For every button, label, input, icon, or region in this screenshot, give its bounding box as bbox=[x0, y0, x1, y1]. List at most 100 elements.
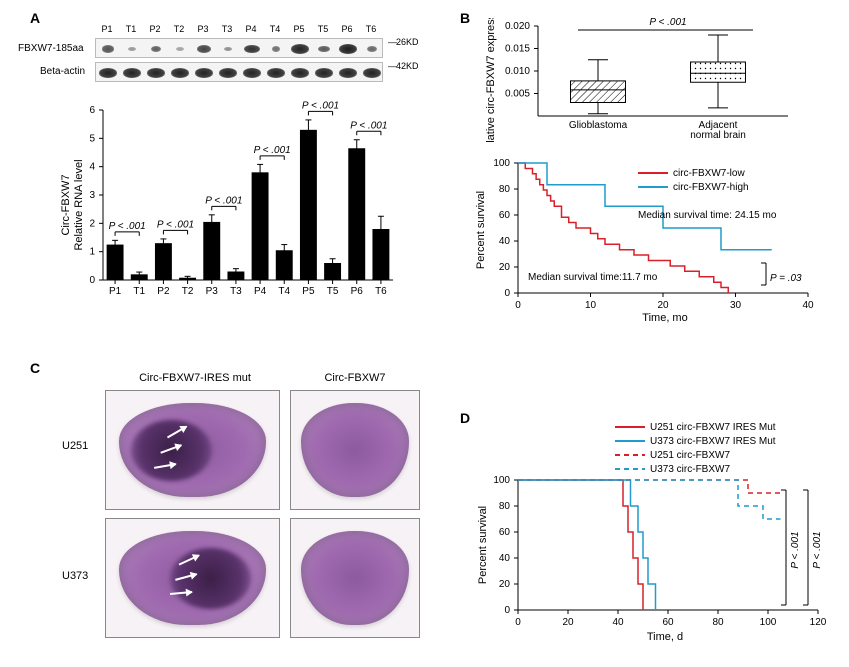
wb-row1-size: 26KD bbox=[396, 37, 419, 47]
svg-text:P < .001: P < .001 bbox=[205, 195, 242, 206]
wb-lane-T6: T6 bbox=[359, 24, 383, 34]
panel-d-km: 020406080100 020406080100120 P < .001 P … bbox=[470, 415, 840, 650]
wb-row2 bbox=[95, 62, 383, 82]
svg-text:P6: P6 bbox=[351, 286, 364, 297]
wb-row2-label: Beta-actin bbox=[40, 66, 85, 77]
bar-ylabel1: Circ-FBXW7 bbox=[60, 174, 72, 235]
wb-row1-label: FBXW7-185aa bbox=[18, 43, 84, 54]
svg-text:T2: T2 bbox=[182, 286, 194, 297]
kmB-ylabel: Percent survival bbox=[475, 191, 487, 269]
svg-text:P5: P5 bbox=[302, 286, 315, 297]
svg-text:U251 circ-FBXW7 IRES Mut: U251 circ-FBXW7 IRES Mut bbox=[650, 422, 776, 433]
panel-c-row2: U373 bbox=[62, 570, 88, 582]
svg-text:0: 0 bbox=[515, 300, 521, 311]
svg-text:0.010: 0.010 bbox=[505, 66, 530, 77]
wb-lane-P6: P6 bbox=[335, 24, 359, 34]
svg-text:0.020: 0.020 bbox=[505, 21, 530, 32]
panel-c-label: C bbox=[30, 360, 40, 376]
kmB-xlabel: Time, mo bbox=[642, 312, 687, 324]
svg-text:P2: P2 bbox=[157, 286, 170, 297]
svg-text:40: 40 bbox=[612, 617, 624, 628]
svg-text:T6: T6 bbox=[375, 286, 387, 297]
brain-u373-wt bbox=[290, 518, 420, 638]
svg-text:0.005: 0.005 bbox=[505, 89, 530, 100]
svg-text:80: 80 bbox=[499, 184, 511, 195]
svg-text:0.015: 0.015 bbox=[505, 44, 530, 55]
wb-lane-T1: T1 bbox=[119, 24, 143, 34]
wb-row2-size: 42KD bbox=[396, 61, 419, 71]
wb-lane-P1: P1 bbox=[95, 24, 119, 34]
kmD-p2: P < .001 bbox=[812, 531, 823, 568]
svg-text:2: 2 bbox=[89, 218, 95, 229]
svg-text:20: 20 bbox=[657, 300, 669, 311]
kmD-xlabel: Time, d bbox=[647, 631, 683, 643]
kmB-legend-high: circ-FBXW7-high bbox=[673, 182, 749, 193]
wb-lane-P3: P3 bbox=[191, 24, 215, 34]
svg-text:80: 80 bbox=[499, 501, 511, 512]
box-p: P < .001 bbox=[649, 18, 686, 28]
svg-text:40: 40 bbox=[499, 236, 511, 247]
svg-text:40: 40 bbox=[499, 553, 511, 564]
svg-text:60: 60 bbox=[499, 210, 511, 221]
svg-text:20: 20 bbox=[562, 617, 574, 628]
panel-b-label: B bbox=[460, 10, 470, 26]
svg-text:U373 circ-FBXW7: U373 circ-FBXW7 bbox=[650, 464, 730, 475]
wb-lane-T4: T4 bbox=[263, 24, 287, 34]
svg-text:T4: T4 bbox=[278, 286, 290, 297]
svg-text:20: 20 bbox=[499, 262, 511, 273]
svg-text:100: 100 bbox=[493, 158, 510, 169]
svg-text:3: 3 bbox=[89, 190, 95, 201]
wb-row1 bbox=[95, 38, 383, 58]
svg-text:P1: P1 bbox=[109, 286, 122, 297]
panel-b-km: 020406080100 010203040 circ-FBXW7-low ci… bbox=[470, 155, 830, 325]
wb-lane-P5: P5 bbox=[287, 24, 311, 34]
svg-text:100: 100 bbox=[760, 617, 777, 628]
wb-lane-P4: P4 bbox=[239, 24, 263, 34]
svg-text:normal brain: normal brain bbox=[690, 130, 746, 141]
panel-c-row1: U251 bbox=[62, 440, 88, 452]
svg-text:U373 circ-FBXW7 IRES Mut: U373 circ-FBXW7 IRES Mut bbox=[650, 436, 776, 447]
svg-text:80: 80 bbox=[712, 617, 724, 628]
kmB-p: P = .03 bbox=[770, 273, 802, 284]
wb-lane-T5: T5 bbox=[311, 24, 335, 34]
panel-d-label: D bbox=[460, 410, 470, 426]
svg-text:P < .001: P < .001 bbox=[302, 100, 339, 111]
svg-text:100: 100 bbox=[493, 475, 510, 486]
svg-text:1: 1 bbox=[89, 247, 95, 258]
kmB-med-high: Median survival time: 24.15 mo bbox=[638, 210, 777, 221]
svg-text:40: 40 bbox=[802, 300, 814, 311]
svg-text:120: 120 bbox=[810, 617, 827, 628]
svg-text:T3: T3 bbox=[230, 286, 242, 297]
panel-b-boxplot: 0.0050.0100.0150.020 GlioblastomaAdjacen… bbox=[480, 18, 810, 143]
svg-text:P4: P4 bbox=[254, 286, 267, 297]
kmB-med-low: Median survival time:11.7 mo bbox=[528, 272, 658, 283]
wb-lane-P2: P2 bbox=[143, 24, 167, 34]
svg-text:P < .001: P < .001 bbox=[109, 221, 146, 232]
box-ylabel: Relative circ-FBXW7 expression bbox=[485, 18, 497, 143]
kmB-legend-low: circ-FBXW7-low bbox=[673, 168, 745, 179]
wb-lane-T2: T2 bbox=[167, 24, 191, 34]
svg-text:0: 0 bbox=[515, 617, 521, 628]
panel-a-label: A bbox=[30, 10, 40, 26]
panel-c-col2: Circ-FBXW7 bbox=[290, 372, 420, 384]
svg-text:P < .001: P < .001 bbox=[350, 120, 387, 131]
panel-c-col1: Circ-FBXW7-IRES mut bbox=[110, 372, 280, 384]
wb-lane-T3: T3 bbox=[215, 24, 239, 34]
brain-u251-mut bbox=[105, 390, 280, 510]
svg-text:Glioblastoma: Glioblastoma bbox=[569, 120, 628, 131]
svg-text:6: 6 bbox=[89, 105, 95, 116]
panel-a-barchart: 0 1 2 3 4 5 6 P < .001 P < .001 P < .001 P < .001… bbox=[55, 100, 410, 315]
svg-text:5: 5 bbox=[89, 133, 95, 144]
svg-text:P < .001: P < .001 bbox=[254, 145, 291, 156]
svg-text:4: 4 bbox=[89, 162, 95, 173]
svg-text:10: 10 bbox=[585, 300, 597, 311]
kmD-ylabel: Percent survival bbox=[477, 506, 489, 584]
brain-u373-mut bbox=[105, 518, 280, 638]
svg-text:0: 0 bbox=[504, 288, 510, 299]
svg-text:0: 0 bbox=[89, 275, 95, 286]
bar-ylabel2: Relative RNA level bbox=[73, 159, 85, 250]
svg-text:T1: T1 bbox=[133, 286, 145, 297]
svg-text:0: 0 bbox=[504, 605, 510, 616]
svg-text:U251 circ-FBXW7: U251 circ-FBXW7 bbox=[650, 450, 730, 461]
svg-text:60: 60 bbox=[499, 527, 511, 538]
